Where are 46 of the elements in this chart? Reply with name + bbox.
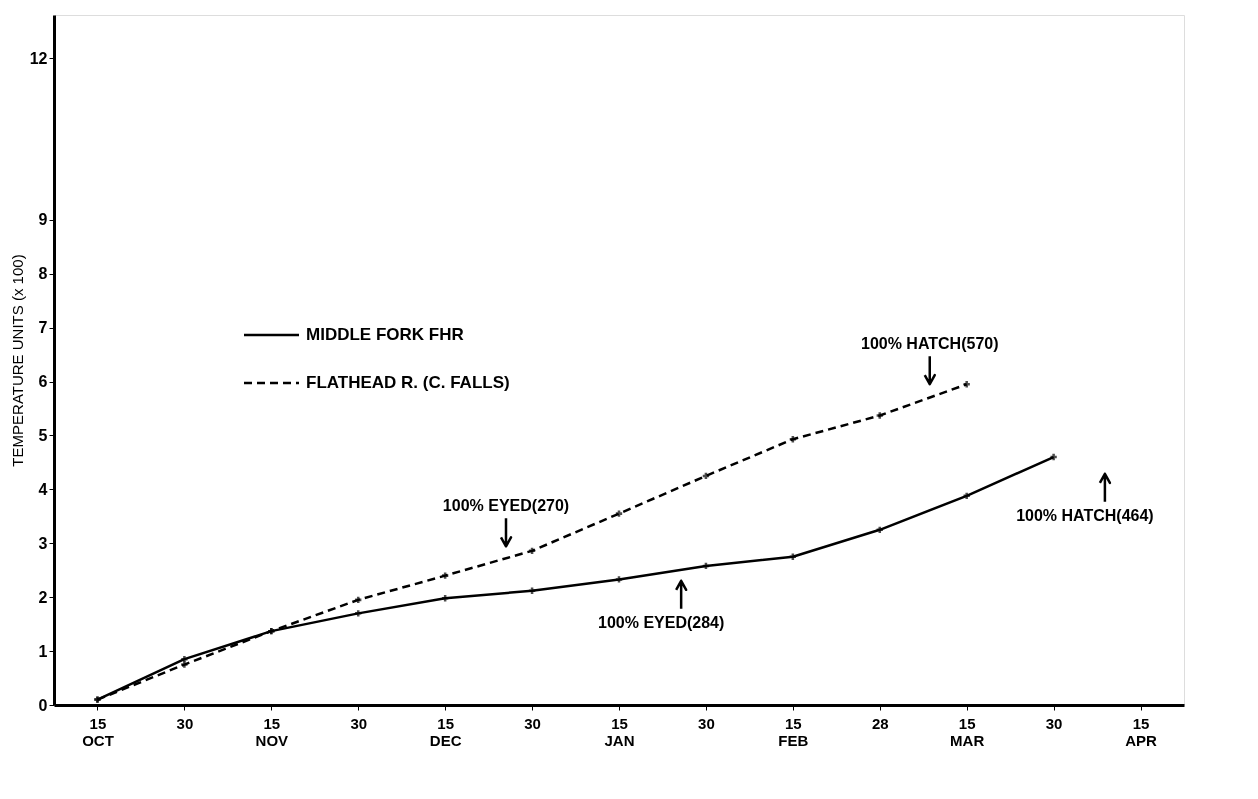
annotation: 100% HATCH(464): [1016, 506, 1154, 524]
y-tick-label: 4: [38, 480, 48, 498]
y-tick-label: 9: [38, 211, 48, 229]
x-tick-label: 15 APR: [1125, 714, 1158, 749]
point: [94, 696, 101, 703]
y-tick-label: 7: [38, 319, 48, 337]
point: [1050, 453, 1057, 461]
x-tick-label: 30: [1045, 714, 1063, 732]
x-tick-label: 15 DEC: [429, 714, 462, 749]
x-tick-label: 15 JAN: [604, 714, 635, 749]
legend-label: FLATHEAD R. (C. FALLS): [306, 373, 510, 392]
point: [789, 436, 797, 443]
x-tick-label: 30: [176, 714, 194, 732]
y-tick-label: 5: [38, 426, 48, 444]
x-tick-label: 15 MAR: [950, 714, 985, 749]
point: [181, 661, 188, 668]
x-tick-label: 28: [871, 714, 889, 732]
y-tick-label: 3: [38, 534, 48, 552]
point: [528, 587, 536, 594]
point: [615, 510, 623, 517]
point: [441, 572, 449, 579]
point: [876, 412, 883, 419]
legend-label: MIDDLE FORK FHR: [306, 325, 464, 344]
point: [355, 610, 362, 617]
x-tick-label: 15 FEB: [778, 714, 809, 749]
y-tick-label: 12: [29, 49, 48, 67]
point: [963, 381, 970, 388]
x-tick-label: 15 OCT: [82, 714, 114, 749]
x-tick-label: 30: [524, 714, 541, 732]
y-tick-label: 2: [38, 588, 48, 606]
y-tick-label: 0: [38, 696, 48, 714]
y-tick-label: 6: [38, 373, 48, 391]
x-tick-label: 30: [350, 714, 368, 732]
point: [268, 627, 275, 635]
x-tick-label: 15 NOV: [255, 714, 289, 749]
point: [615, 576, 623, 583]
annotation: 100% HATCH(570): [860, 335, 999, 353]
y-axis-title: TEMPERATURE UNITS (x 100): [8, 254, 26, 467]
annotation: 100% EYED(284): [598, 613, 725, 631]
y-tick-label: 1: [38, 642, 48, 660]
point: [789, 553, 797, 560]
annotation: 100% EYED(270): [442, 497, 570, 515]
point: [963, 492, 970, 500]
point: [441, 595, 449, 602]
x-tick-label: 30: [698, 714, 715, 732]
y-tick-label: 8: [38, 265, 48, 283]
